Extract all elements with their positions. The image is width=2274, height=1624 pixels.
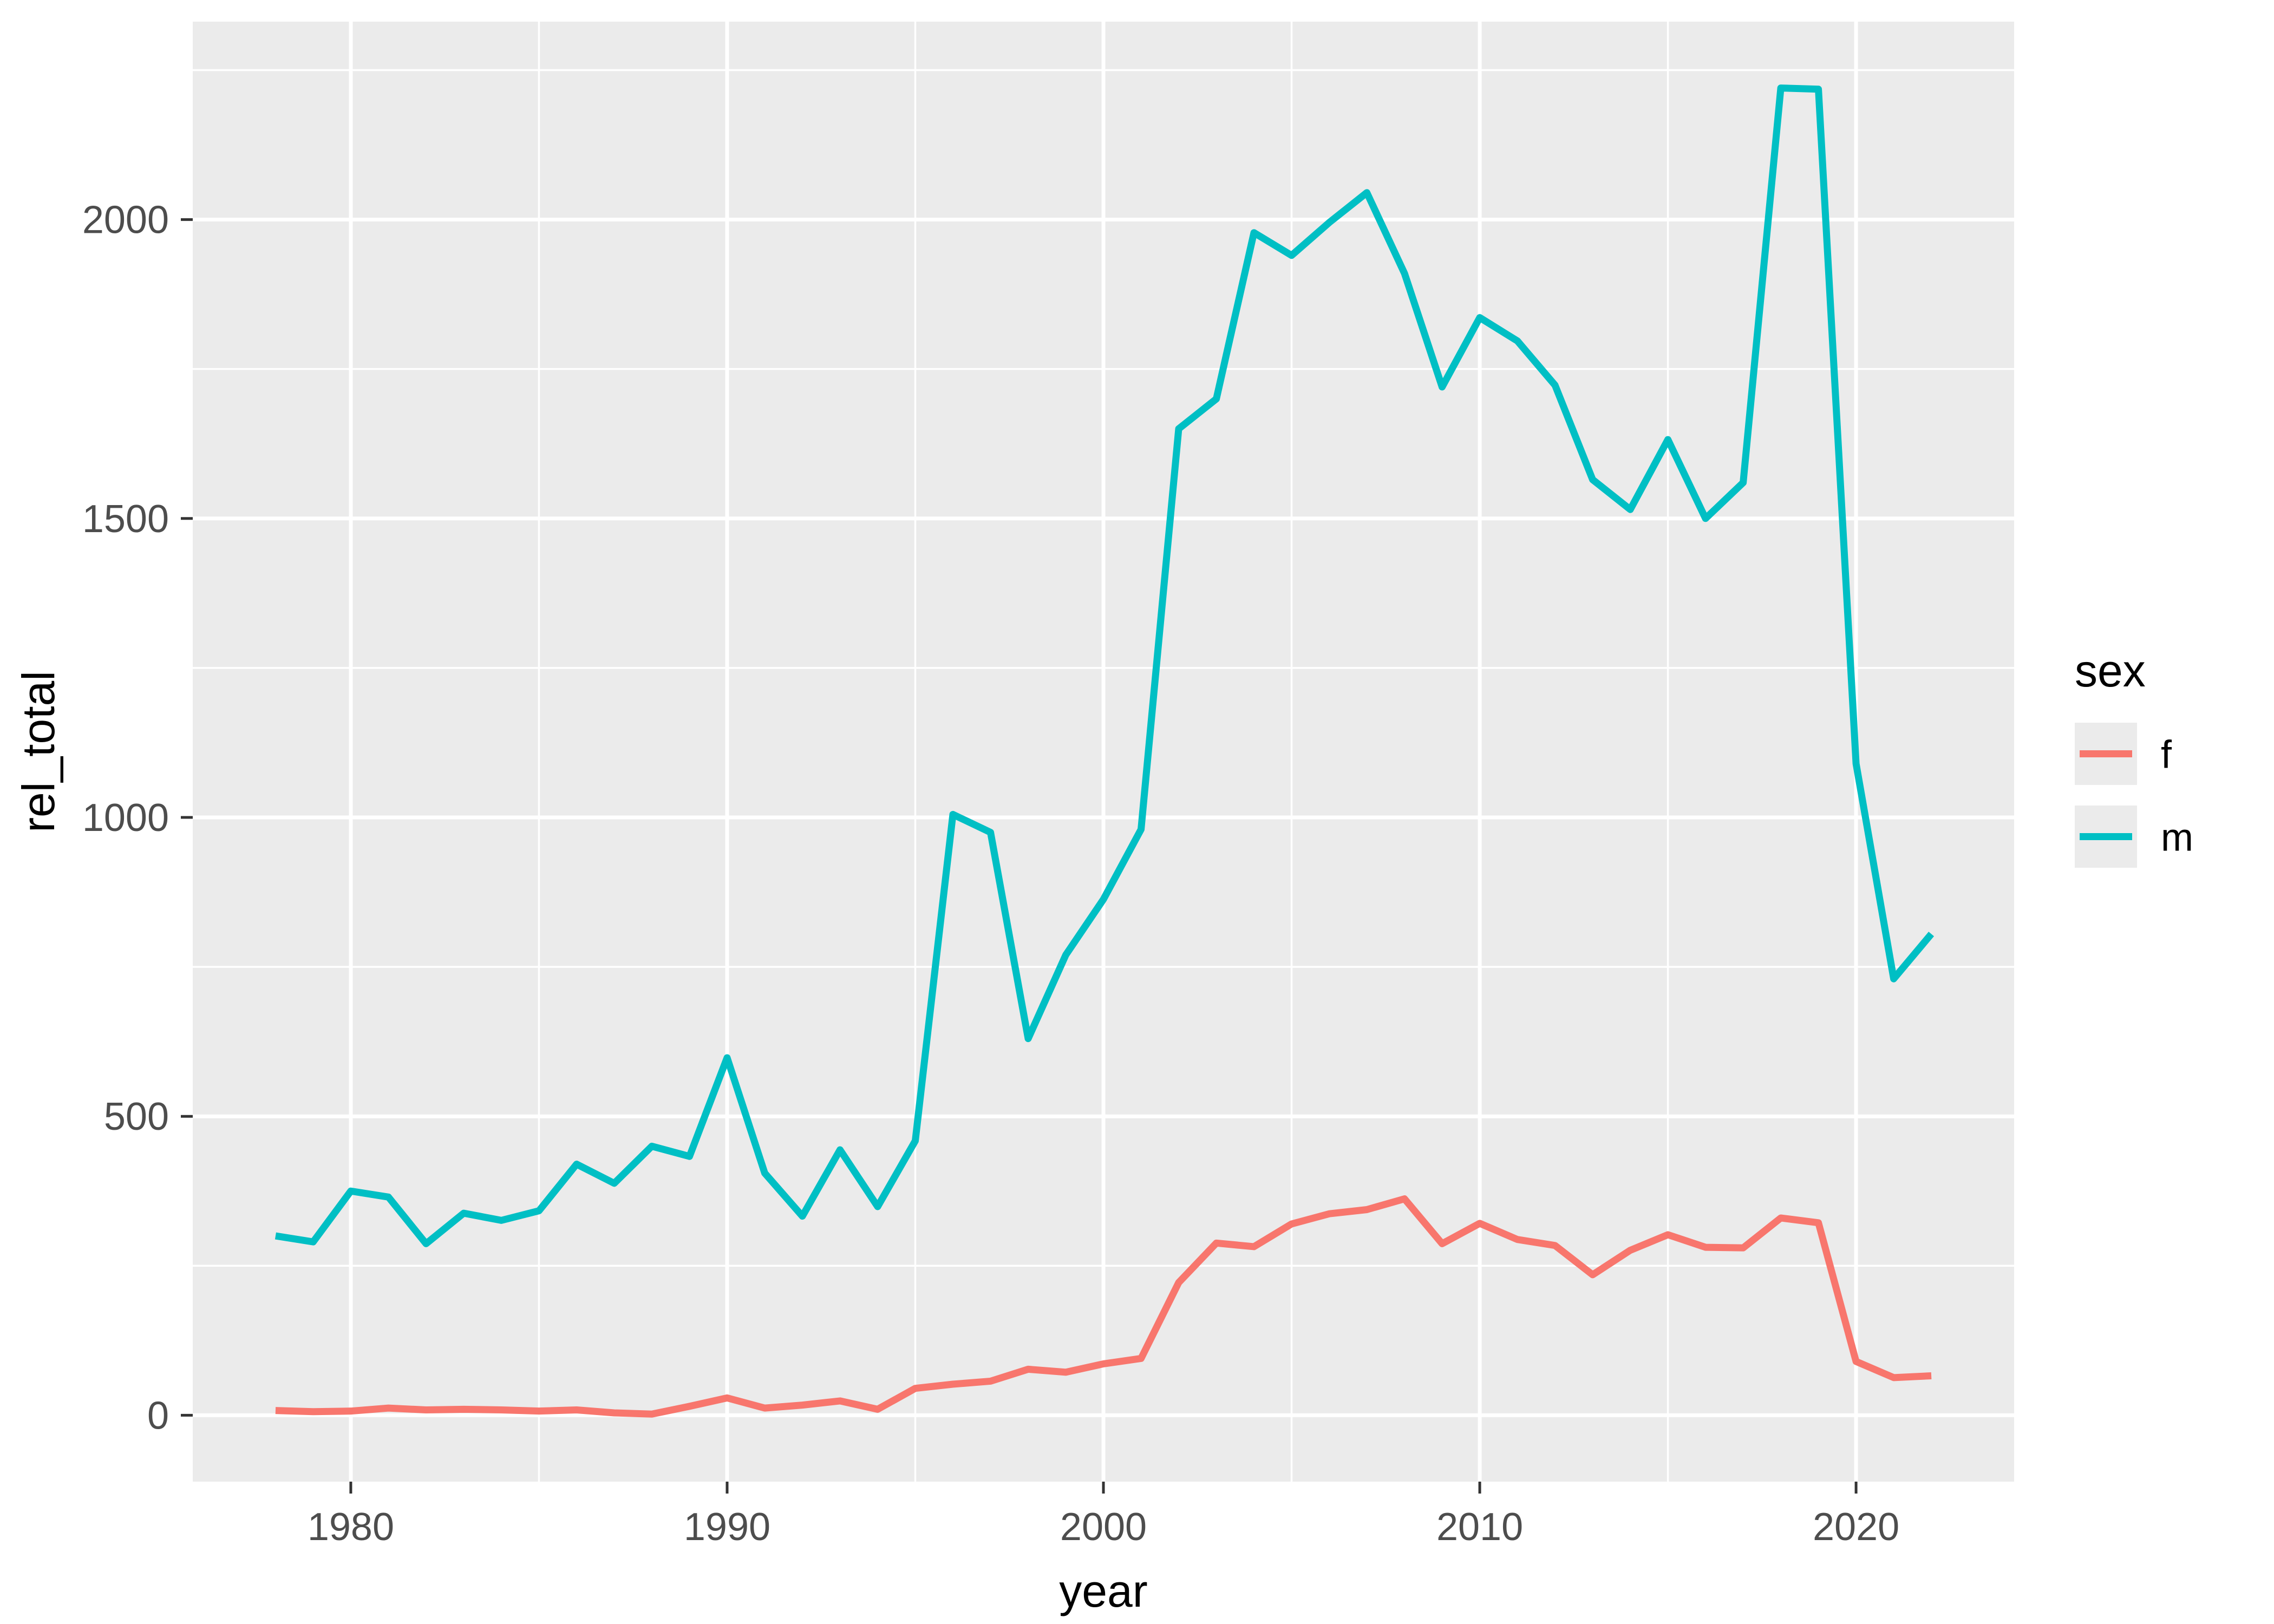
y-tick-label: 0 bbox=[147, 1394, 169, 1437]
x-tick-label: 2020 bbox=[1813, 1505, 1899, 1549]
y-tick-label: 500 bbox=[104, 1095, 169, 1138]
x-tick-label: 1990 bbox=[684, 1505, 770, 1549]
series-line-m bbox=[275, 84, 1935, 1247]
legend-label-f: f bbox=[2161, 734, 2172, 777]
y-tick-label: 2000 bbox=[82, 199, 169, 242]
y-axis-title: rel_total bbox=[13, 671, 64, 833]
series-line-f bbox=[275, 1195, 1932, 1418]
x-tick-label: 2000 bbox=[1060, 1505, 1147, 1549]
x-tick-label: 2010 bbox=[1436, 1505, 1523, 1549]
y-tick-label: 1500 bbox=[82, 497, 169, 541]
y-tick-label: 1000 bbox=[82, 796, 169, 840]
x-axis-title: year bbox=[1059, 1566, 1147, 1616]
legend-title: sex bbox=[2075, 645, 2146, 696]
x-tick-label: 1980 bbox=[308, 1505, 394, 1549]
legend-label-m: m bbox=[2161, 816, 2193, 860]
